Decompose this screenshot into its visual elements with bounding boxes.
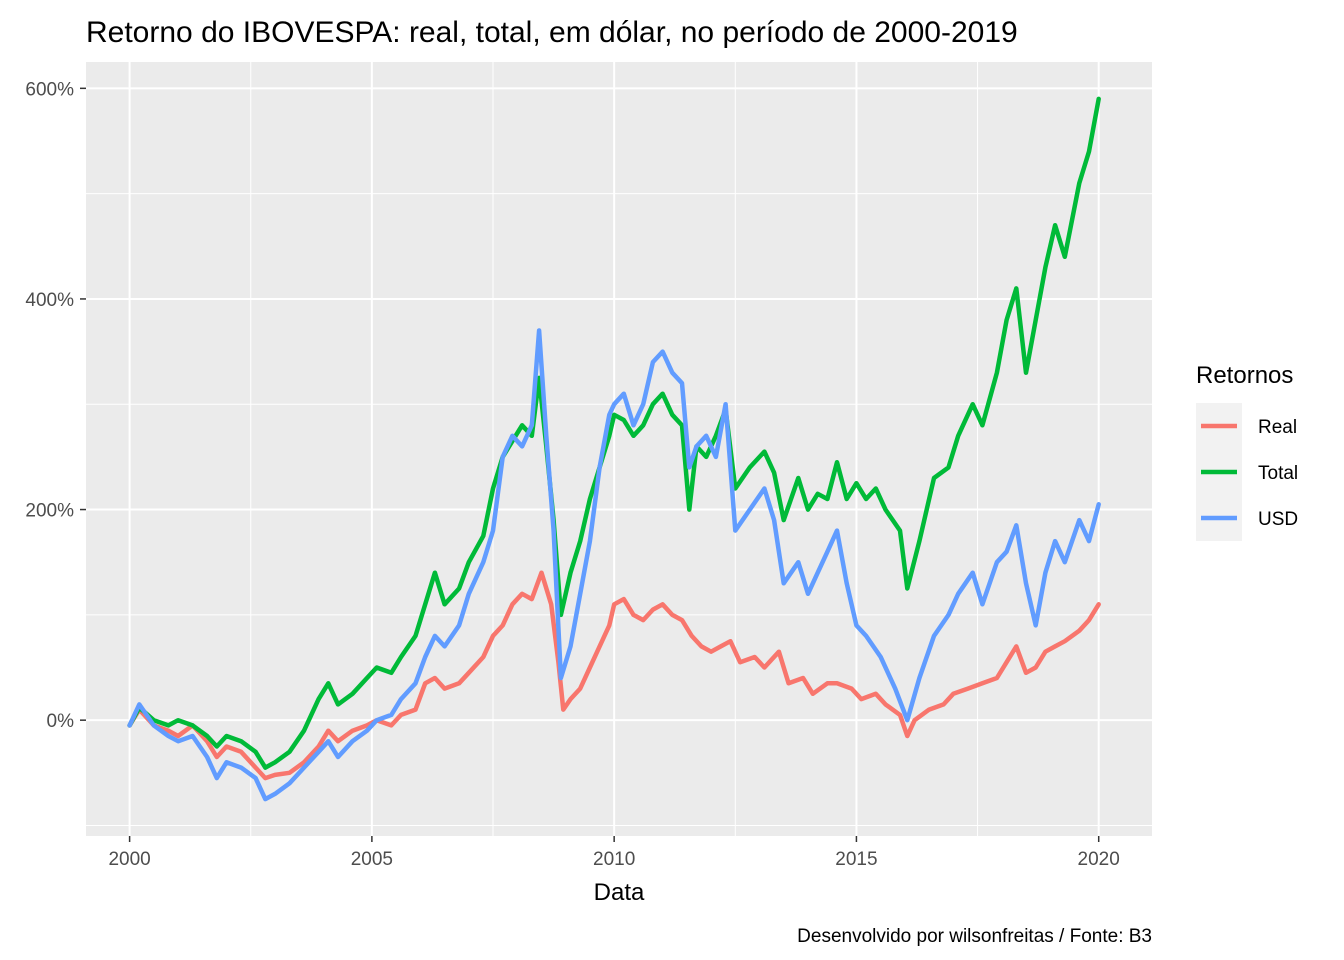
y-tick-label: 400% (25, 290, 74, 311)
chart-caption: Desenvolvido por wilsonfreitas / Fonte: … (797, 926, 1152, 947)
x-tick-label: 2010 (593, 849, 635, 870)
legend-title: Retornos (1196, 362, 1293, 389)
legend-label-total: Total (1258, 463, 1298, 484)
x-tick-label: 2020 (1078, 849, 1120, 870)
series-lines (127, 96, 1101, 802)
series-line-usd (127, 328, 1101, 802)
legend-label-usd: USD (1258, 509, 1298, 530)
y-tick-label: 600% (25, 79, 74, 100)
x-axis-title: Data (594, 879, 645, 906)
y-tick-label: 0% (47, 711, 75, 732)
series-line-total (127, 96, 1101, 770)
chart-title: Retorno do IBOVESPA: real, total, em dól… (86, 16, 1018, 49)
axis-ticks: 2000 2005 2010 2015 2020 0% 200% 400% 600% (25, 79, 1119, 870)
x-tick-label: 2000 (108, 849, 150, 870)
legend-label-real: Real (1258, 417, 1297, 438)
grid (86, 62, 1152, 836)
y-tick-label: 200% (25, 501, 74, 522)
legend: Retornos Real Total USD (1196, 362, 1298, 541)
x-tick-label: 2005 (351, 849, 393, 870)
x-tick-label: 2015 (835, 849, 877, 870)
series-line-real (127, 570, 1101, 781)
plot-panel (86, 62, 1152, 836)
